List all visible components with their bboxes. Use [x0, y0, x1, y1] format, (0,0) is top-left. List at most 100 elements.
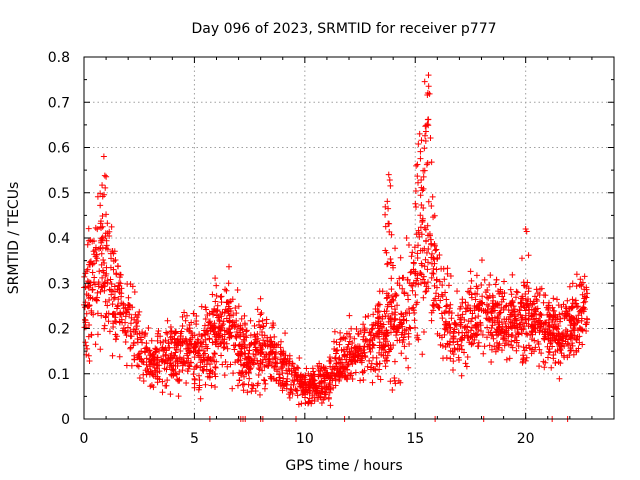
data-point — [163, 366, 170, 373]
data-point — [422, 132, 429, 139]
data-point — [194, 336, 201, 343]
data-point — [196, 377, 203, 384]
data-point — [425, 122, 432, 129]
data-point — [458, 346, 465, 353]
data-point — [342, 373, 349, 380]
data-point — [211, 351, 218, 358]
data-point — [243, 327, 250, 334]
data-point — [101, 172, 108, 179]
data-point — [264, 337, 271, 344]
data-point — [382, 203, 389, 210]
data-point — [486, 342, 493, 349]
data-point — [527, 345, 534, 352]
data-point — [418, 201, 425, 208]
data-point — [446, 329, 453, 336]
data-point — [382, 223, 389, 230]
data-point — [517, 299, 524, 306]
data-point — [261, 377, 268, 384]
data-point — [520, 344, 527, 351]
data-point — [222, 286, 229, 293]
data-point — [85, 284, 92, 291]
data-point — [177, 342, 184, 349]
data-point — [243, 328, 250, 335]
data-point — [331, 328, 338, 335]
data-point — [428, 260, 435, 267]
data-point — [520, 356, 527, 363]
data-point — [573, 336, 580, 343]
data-point — [268, 338, 275, 345]
data-point — [473, 331, 480, 338]
data-point — [202, 381, 209, 388]
data-point — [427, 236, 434, 243]
data-point — [387, 315, 394, 322]
data-point — [428, 274, 435, 281]
data-point — [393, 328, 400, 335]
data-point — [214, 302, 221, 309]
data-point — [426, 230, 433, 237]
y-tick-label: 0.3 — [48, 276, 70, 292]
data-point — [369, 342, 376, 349]
data-point — [494, 326, 501, 333]
data-point — [318, 399, 325, 406]
data-point — [490, 304, 497, 311]
data-point — [237, 370, 244, 377]
data-point — [212, 298, 219, 305]
data-point — [364, 363, 371, 370]
data-point — [545, 306, 552, 313]
data-point — [316, 390, 323, 397]
data-point — [439, 282, 446, 289]
data-point — [101, 191, 108, 198]
data-point — [555, 341, 562, 348]
data-point — [396, 282, 403, 289]
data-point — [241, 312, 248, 319]
data-point — [455, 329, 462, 336]
data-point — [436, 332, 443, 339]
data-point — [102, 233, 109, 240]
data-point — [152, 349, 159, 356]
data-point — [196, 372, 203, 379]
data-point — [274, 360, 281, 367]
data-point — [368, 326, 375, 333]
data-point — [538, 312, 545, 319]
data-point — [388, 298, 395, 305]
data-point — [533, 305, 540, 312]
data-point — [541, 364, 548, 371]
data-point — [388, 286, 395, 293]
data-point — [412, 204, 419, 211]
data-point — [388, 323, 395, 330]
data-point — [260, 356, 267, 363]
data-point — [383, 357, 390, 364]
data-point — [480, 307, 487, 314]
data-point — [424, 159, 431, 166]
data-point — [384, 261, 391, 268]
data-point — [86, 302, 93, 309]
data-point — [361, 343, 368, 350]
data-point — [114, 302, 121, 309]
data-point — [282, 352, 289, 359]
data-point — [206, 336, 213, 343]
data-point — [100, 256, 107, 263]
data-point — [445, 282, 452, 289]
data-point — [406, 280, 413, 287]
data-point — [309, 392, 316, 399]
data-point — [206, 373, 213, 380]
data-point — [219, 333, 226, 340]
data-point — [423, 249, 430, 256]
data-point — [521, 282, 528, 289]
data-point — [314, 363, 321, 370]
data-point — [244, 361, 251, 368]
data-point — [99, 274, 106, 281]
data-point — [556, 336, 563, 343]
data-point — [531, 300, 538, 307]
data-point — [213, 341, 220, 348]
data-point — [362, 336, 369, 343]
data-point — [155, 327, 162, 334]
data-point — [433, 266, 440, 273]
data-point — [413, 231, 420, 238]
data-point — [522, 312, 529, 319]
data-point — [368, 360, 375, 367]
data-point — [339, 372, 346, 379]
data-point — [475, 321, 482, 328]
data-point — [529, 328, 536, 335]
data-point — [186, 325, 193, 332]
